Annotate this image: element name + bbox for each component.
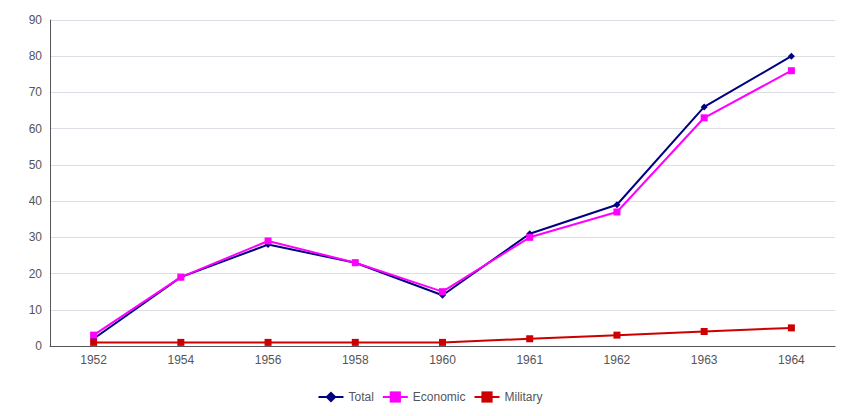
svg-text:90: 90 <box>29 13 43 27</box>
svg-text:Economic: Economic <box>413 390 466 404</box>
svg-text:70: 70 <box>29 85 43 99</box>
svg-text:1960: 1960 <box>429 353 456 367</box>
svg-text:80: 80 <box>29 49 43 63</box>
svg-text:60: 60 <box>29 122 43 136</box>
svg-text:Total: Total <box>348 390 373 404</box>
svg-text:1962: 1962 <box>604 353 631 367</box>
svg-text:Military: Military <box>505 390 543 404</box>
svg-text:1963: 1963 <box>691 353 718 367</box>
svg-text:30: 30 <box>29 230 43 244</box>
svg-text:1964: 1964 <box>778 353 805 367</box>
svg-text:1954: 1954 <box>167 353 194 367</box>
svg-text:1952: 1952 <box>80 353 107 367</box>
svg-text:1958: 1958 <box>342 353 369 367</box>
svg-text:40: 40 <box>29 194 43 208</box>
svg-text:0: 0 <box>35 339 42 353</box>
svg-text:50: 50 <box>29 158 43 172</box>
svg-text:10: 10 <box>29 303 43 317</box>
svg-text:1956: 1956 <box>255 353 282 367</box>
svg-text:20: 20 <box>29 267 43 281</box>
svg-text:1961: 1961 <box>516 353 543 367</box>
